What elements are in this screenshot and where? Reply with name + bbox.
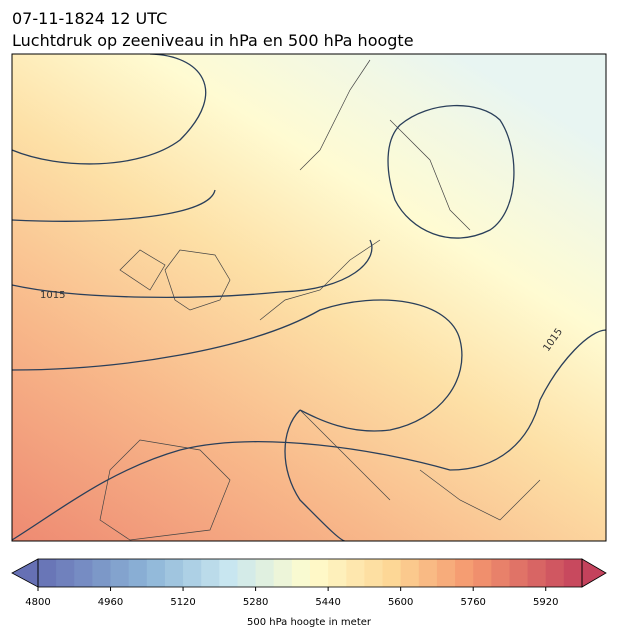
colorbar-bin <box>273 559 293 587</box>
colorbar-bin <box>382 559 402 587</box>
map: 1015 1015 <box>12 54 606 541</box>
colorbar-bin <box>473 559 492 587</box>
colorbar-bin <box>455 559 474 587</box>
tick-label: 4960 <box>98 597 123 608</box>
colorbar-bin <box>491 559 510 587</box>
colorbar-bin <box>201 559 220 587</box>
isobar <box>12 329 606 541</box>
contour-label: 1015 <box>40 290 65 301</box>
colorbar-extend <box>11 558 39 588</box>
colorbar-bin <box>219 559 238 587</box>
colorbar-bin <box>38 559 57 587</box>
colorbar-bin <box>364 559 384 587</box>
colorbar-bin <box>545 559 565 587</box>
colorbar-bin <box>328 559 347 587</box>
subtitle: Luchtdruk op zeeniveau in hPa en 500 hPa… <box>12 31 414 50</box>
colorbar-bin <box>418 559 438 587</box>
colorbar-bin <box>56 559 75 587</box>
tick-label: 5440 <box>315 597 340 608</box>
colorbar-bin <box>110 559 130 587</box>
tick-label: 4800 <box>25 597 50 608</box>
colorbar-bin <box>291 559 311 587</box>
colorbar-extend <box>581 558 607 588</box>
colorbar: 4800 4960 5120 5280 5440 5600 5760 5920 <box>11 558 607 608</box>
colorbar-bin <box>128 559 148 587</box>
colorbar-bin <box>92 559 112 587</box>
isobar <box>387 104 515 239</box>
isobar <box>284 409 346 541</box>
isobar <box>12 239 373 298</box>
height-field <box>12 54 606 541</box>
colorbar-bin <box>563 559 583 587</box>
colorbar-bin <box>237 559 257 587</box>
colorbar-bin <box>255 559 275 587</box>
map-frame <box>11 53 607 542</box>
colorbar-bin <box>74 559 93 587</box>
colorbar-frame <box>37 558 583 588</box>
title: 07-11-1824 12 UTC <box>12 9 167 28</box>
tick-label: 5760 <box>460 597 485 608</box>
colorbar-bin <box>183 559 202 587</box>
colorbar-bin <box>400 559 420 587</box>
colorbar-bin <box>527 559 547 587</box>
colorbar-label: 500 hPa hoogte in meter <box>247 617 372 628</box>
tick-label: 5600 <box>388 597 413 608</box>
tick-label: 5280 <box>243 597 268 608</box>
coastline <box>99 59 541 541</box>
colorbar-bin <box>146 559 166 587</box>
tick-label: 5120 <box>170 597 195 608</box>
colorbar-bin <box>509 559 529 587</box>
isobar <box>12 299 463 432</box>
isobar <box>12 189 216 222</box>
tick-label: 5920 <box>533 597 558 608</box>
colorbar-bin <box>346 559 365 587</box>
colorbar-bin <box>310 559 329 587</box>
colorbar-bin <box>436 559 456 587</box>
colorbar-bin <box>164 559 184 587</box>
isobar <box>12 54 207 165</box>
